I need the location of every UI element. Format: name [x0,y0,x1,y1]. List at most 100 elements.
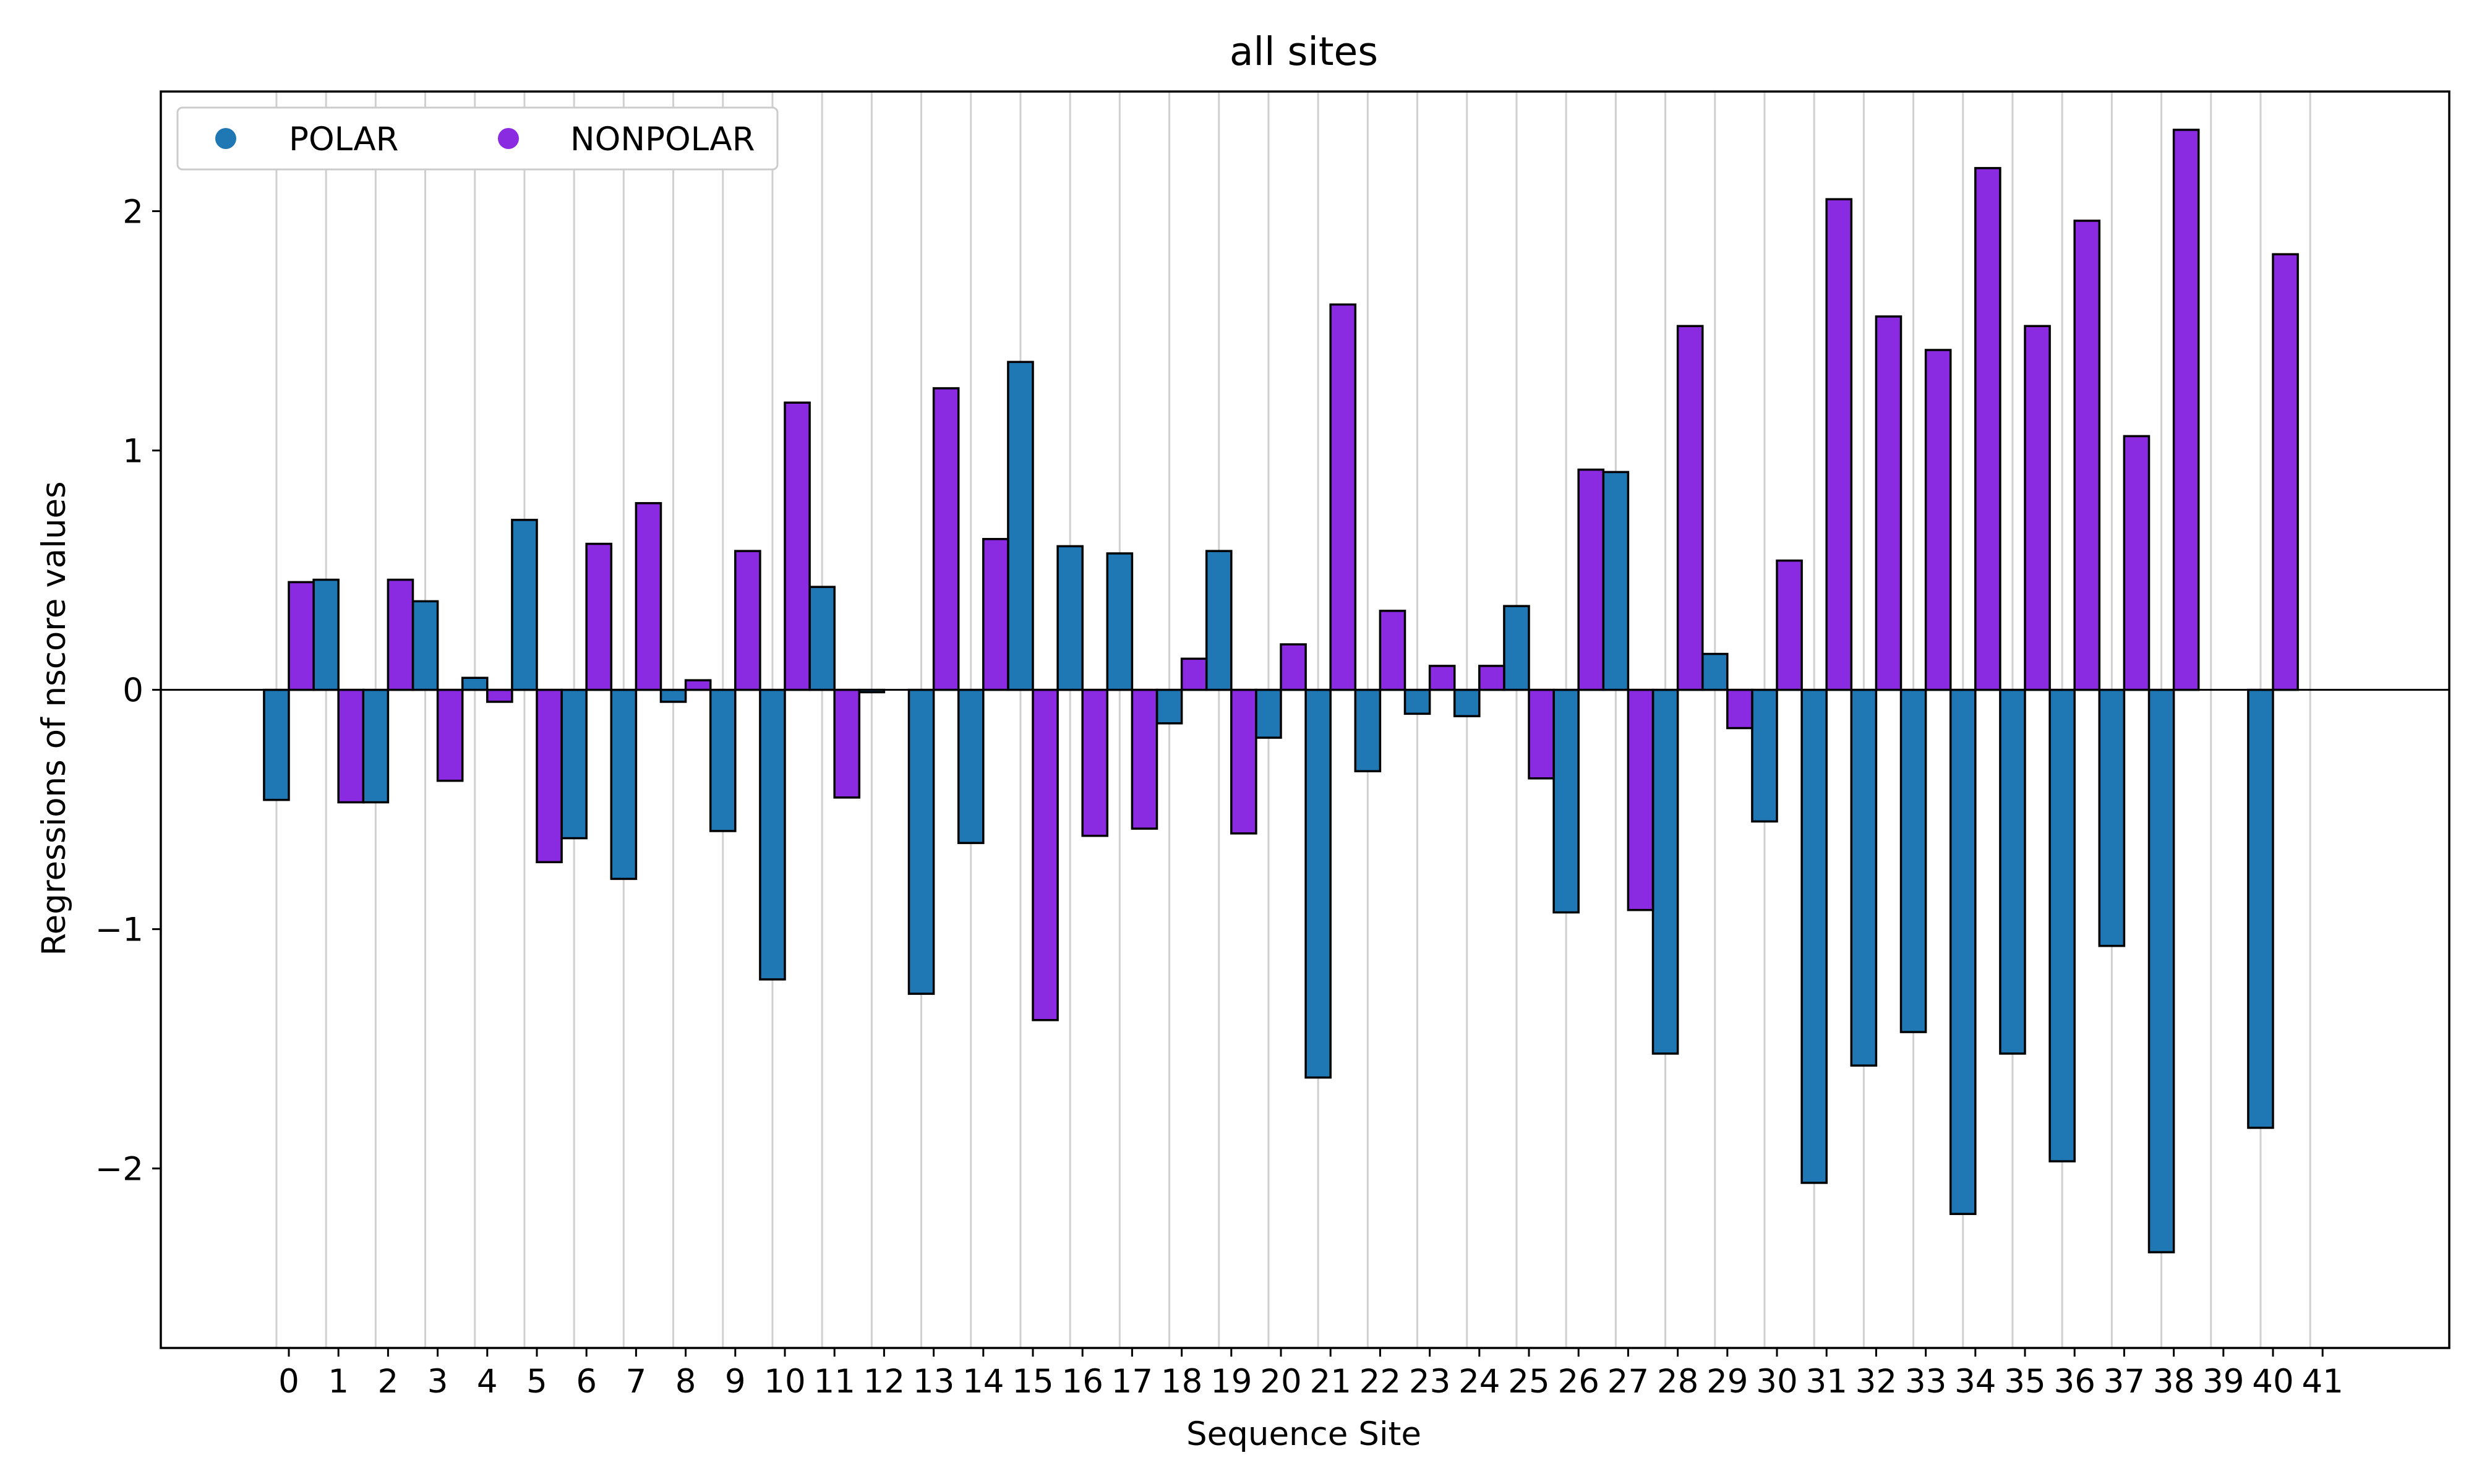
bar-polar-site-21 [1304,688,1332,1079]
bar-polar-site-35 [1999,688,2026,1055]
bar-nonpolar-site-36 [2073,220,2101,691]
legend-marker-polar [215,128,236,149]
bar-nonpolar-site-27 [1627,688,1654,911]
bar-nonpolar-site-14 [982,538,1009,691]
x-tick-label: 19 [1210,1363,1252,1401]
bar-polar-site-9 [709,688,737,832]
x-tick-label: 7 [626,1363,647,1401]
x-tick-label: 35 [2004,1363,2045,1401]
bar-polar-site-33 [1899,688,1927,1033]
legend-label-nonpolar: NONPOLAR [570,121,755,158]
x-axis-label: Sequence Site [1186,1415,1421,1453]
bar-polar-site-1 [312,578,340,691]
bar-polar-site-40 [2247,688,2274,1129]
x-tick-label: 11 [813,1363,855,1401]
bar-nonpolar-site-23 [1428,665,1456,691]
bar-nonpolar-site-5 [536,688,563,864]
bar-nonpolar-site-20 [1280,643,1307,691]
y-tick-label: 1 [122,433,143,471]
x-tick-label: 2 [378,1363,399,1401]
bar-polar-site-22 [1354,688,1382,772]
bar-polar-site-14 [957,688,985,845]
x-tick-label: 27 [1607,1363,1649,1401]
x-tick-label: 3 [427,1363,448,1401]
x-tick-label: 17 [1111,1363,1153,1401]
bar-polar-site-11 [808,586,836,691]
bar-nonpolar-site-26 [1577,468,1605,691]
bar-polar-site-18 [1155,688,1183,725]
bar-polar-site-3 [411,600,439,691]
x-tick-label: 40 [2252,1363,2293,1401]
bar-nonpolar-site-33 [1924,349,1952,691]
bar-nonpolar-site-16 [1081,688,1109,837]
x-tick-label: 33 [1905,1363,1946,1401]
x-tick-label: 28 [1657,1363,1698,1401]
x-tick-label: 31 [1805,1363,1847,1401]
x-tick-label: 20 [1260,1363,1301,1401]
bar-nonpolar-site-30 [1776,559,1803,691]
bar-nonpolar-site-11 [833,688,861,799]
x-tick-label: 10 [764,1363,805,1401]
x-tick-label: 25 [1508,1363,1549,1401]
bar-nonpolar-site-4 [486,688,513,703]
x-tick-label: 32 [1856,1363,1897,1401]
bar-nonpolar-site-32 [1875,315,1903,691]
chart-title: all sites [1230,29,1378,74]
y-tick-label: −2 [95,1151,143,1188]
bar-nonpolar-site-38 [2172,129,2200,691]
x-axis: 0 1 2 3 4 5 6 7 8 9 10 11 12 13 14 15 16 17 18 19 20 21 22 23 24… [278,1348,2343,1401]
bar-nonpolar-site-1 [337,688,365,804]
bar-polar-site-31 [1800,688,1828,1184]
x-tick-label: 12 [863,1363,905,1401]
bar-nonpolar-site-40 [2272,253,2299,691]
x-tick-label: 39 [2202,1363,2244,1401]
bar-polar-site-30 [1751,688,1778,823]
legend-label-polar: POLAR [289,121,399,158]
x-tick-label: 21 [1309,1363,1351,1401]
y-axis: −2 −1 0 1 2 [95,194,161,1188]
x-tick-label: 15 [1012,1363,1053,1401]
bar-nonpolar-site-7 [635,501,662,691]
x-tick-label: 34 [1954,1363,1996,1401]
x-tick-label: 4 [477,1363,498,1401]
bar-polar-site-32 [1850,688,1878,1067]
bar-polar-site-24 [1453,688,1481,717]
bar-polar-site-23 [1403,688,1431,715]
bar-polar-site-28 [1651,688,1679,1055]
x-tick-label: 18 [1161,1363,1202,1401]
y-axis-label: Regressions of nscore values [35,481,73,956]
bar-polar-site-7 [610,688,638,881]
bar-polar-site-34 [1949,688,1977,1216]
bar-nonpolar-site-9 [734,550,761,691]
bar-polar-site-6 [560,688,588,840]
bar-polar-site-26 [1552,688,1580,914]
bar-nonpolar-site-18 [1180,657,1208,691]
x-tick-label: 26 [1557,1363,1599,1401]
plot-frame [160,90,2450,1349]
x-tick-label: 14 [962,1363,1004,1401]
x-tick-label: 41 [2301,1363,2343,1401]
bar-polar-site-8 [659,688,687,703]
bar-polar-site-5 [511,519,538,691]
x-tick-label: 5 [526,1363,547,1401]
bar-polar-site-20 [1255,688,1282,739]
bar-polar-site-19 [1205,550,1233,691]
legend-box [176,106,779,171]
bar-nonpolar-site-8 [684,679,712,691]
bar-polar-site-25 [1503,605,1530,691]
bar-nonpolar-site-28 [1676,325,1704,691]
bar-nonpolar-site-35 [2024,325,2051,691]
bar-polar-site-38 [2147,688,2175,1253]
bar-nonpolar-site-19 [1230,688,1257,835]
y-tick-label: −1 [95,911,143,949]
bar-nonpolar-site-25 [1528,688,1555,780]
x-tick-label: 0 [278,1363,299,1401]
bar-polar-site-37 [2098,688,2126,947]
bar-nonpolar-site-21 [1329,303,1357,691]
bar-nonpolar-site-37 [2123,435,2151,691]
x-tick-label: 38 [2153,1363,2194,1401]
x-tick-label: 22 [1359,1363,1401,1401]
y-tick-label: 0 [122,672,143,710]
bar-nonpolar-site-0 [288,581,315,691]
